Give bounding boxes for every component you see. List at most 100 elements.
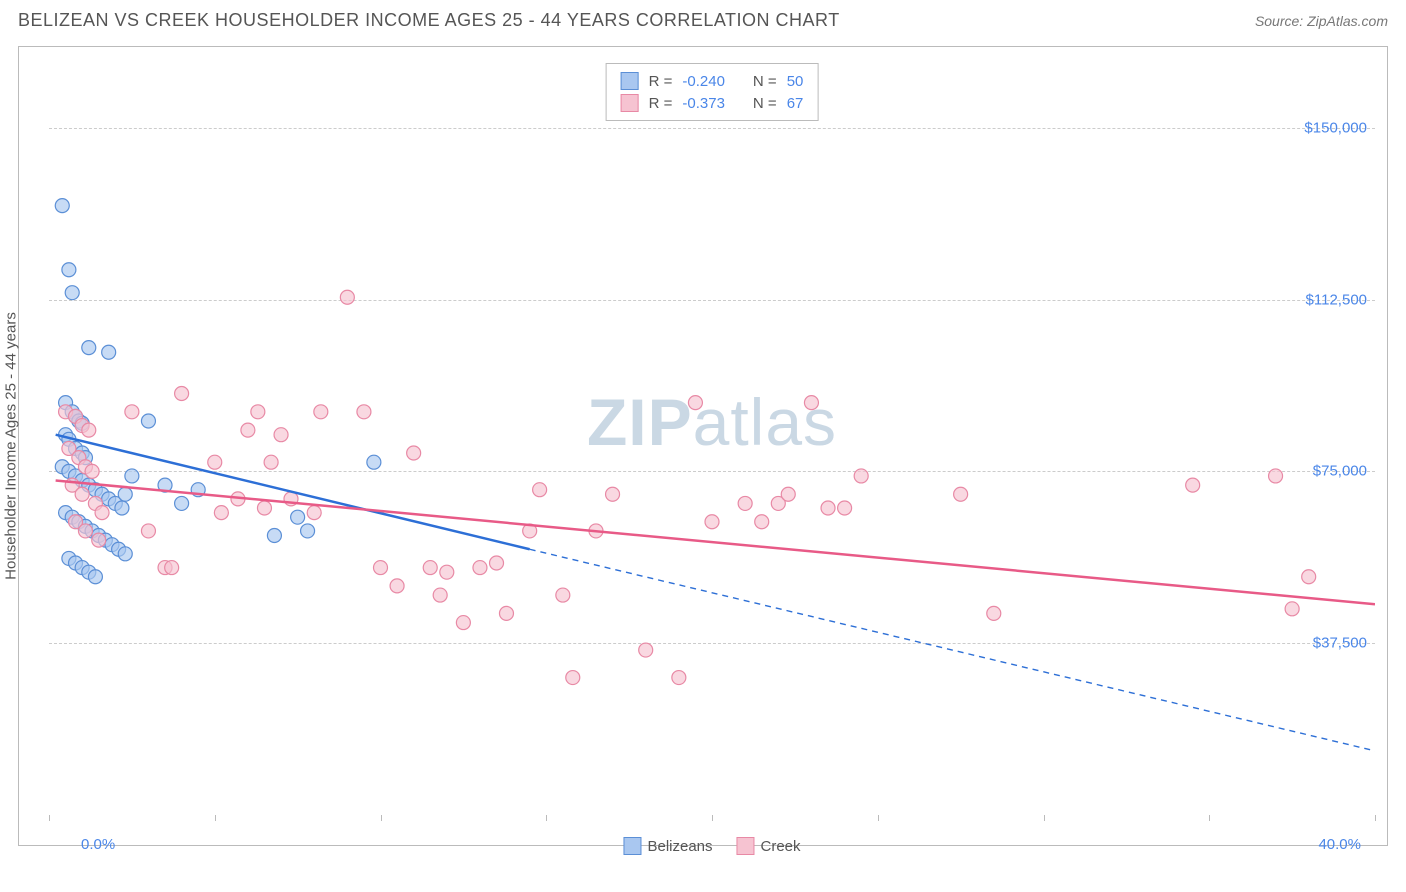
data-point [78,524,92,538]
data-point [390,579,404,593]
data-point [118,547,132,561]
trend-line [56,481,1375,605]
data-point [838,501,852,515]
data-point [82,423,96,437]
data-point [357,405,371,419]
data-point [264,455,278,469]
data-point [125,405,139,419]
correlation-legend: R = -0.240 N = 50 R = -0.373 N = 67 [606,63,819,121]
legend-label: Creek [761,838,801,855]
legend-label: Belizeans [647,838,712,855]
legend-swatch [623,837,641,855]
data-point [804,396,818,410]
n-value: 50 [787,73,804,90]
r-label: R = [649,73,673,90]
x-tick [1375,815,1376,821]
data-point [125,469,139,483]
data-point [556,588,570,602]
n-label: N = [753,73,777,90]
data-point [118,487,132,501]
data-point [62,263,76,277]
data-point [407,446,421,460]
data-point [241,423,255,437]
data-point [705,515,719,529]
data-point [755,515,769,529]
data-point [1269,469,1283,483]
data-point [115,501,129,515]
data-point [95,506,109,520]
data-point [75,487,89,501]
data-point [374,561,388,575]
data-point [82,341,96,355]
x-tick [49,815,50,821]
legend-swatch [737,837,755,855]
data-point [307,506,321,520]
data-point [456,616,470,630]
x-tick [215,815,216,821]
x-min-label: 0.0% [81,836,115,853]
r-value: -0.373 [682,95,725,112]
data-point [473,561,487,575]
data-point [55,199,69,213]
chart-container: Householder Income Ages 25 - 44 years ZI… [18,46,1388,846]
x-tick [381,815,382,821]
data-point [257,501,271,515]
data-point [1302,570,1316,584]
data-point [367,455,381,469]
data-point [214,506,228,520]
data-point [423,561,437,575]
source-attribution: Source: ZipAtlas.com [1255,13,1388,29]
data-point [821,501,835,515]
data-point [1285,602,1299,616]
data-point [102,345,116,359]
data-point [251,405,265,419]
x-max-label: 40.0% [1318,836,1361,853]
data-point [688,396,702,410]
x-tick [1209,815,1210,821]
legend-item: Belizeans [623,837,712,855]
legend-swatch [621,72,639,90]
correlation-legend-row: R = -0.373 N = 67 [621,92,804,114]
data-point [291,510,305,524]
data-point [141,414,155,428]
data-point [639,643,653,657]
data-point [141,524,155,538]
legend-item: Creek [737,837,801,855]
data-point [738,496,752,510]
data-point [267,529,281,543]
legend-swatch [621,94,639,112]
data-point [92,533,106,547]
data-point [440,565,454,579]
data-point [533,483,547,497]
data-point [499,606,513,620]
data-point [314,405,328,419]
data-point [65,286,79,300]
data-point [566,671,580,685]
trend-line-extrapolated [530,549,1375,751]
x-tick [712,815,713,821]
chart-svg [49,59,1375,815]
data-point [301,524,315,538]
x-tick [546,815,547,821]
data-point [85,464,99,478]
n-value: 67 [787,95,804,112]
data-point [987,606,1001,620]
data-point [781,487,795,501]
data-point [340,290,354,304]
data-point [606,487,620,501]
data-point [433,588,447,602]
n-label: N = [753,95,777,112]
data-point [854,469,868,483]
data-point [954,487,968,501]
data-point [490,556,504,570]
plot-area: ZIPatlas R =-0.240N =50R =-0.373N =67 $3… [49,59,1375,815]
x-tick [878,815,879,821]
y-axis-label: Householder Income Ages 25 - 44 years [3,312,20,580]
r-value: -0.240 [682,73,725,90]
chart-title: BELIZEAN VS CREEK HOUSEHOLDER INCOME AGE… [18,10,840,31]
data-point [175,386,189,400]
data-point [175,496,189,510]
x-tick [1044,815,1045,821]
r-label: R = [649,95,673,112]
series-legend: Belizeans Creek [623,837,800,855]
